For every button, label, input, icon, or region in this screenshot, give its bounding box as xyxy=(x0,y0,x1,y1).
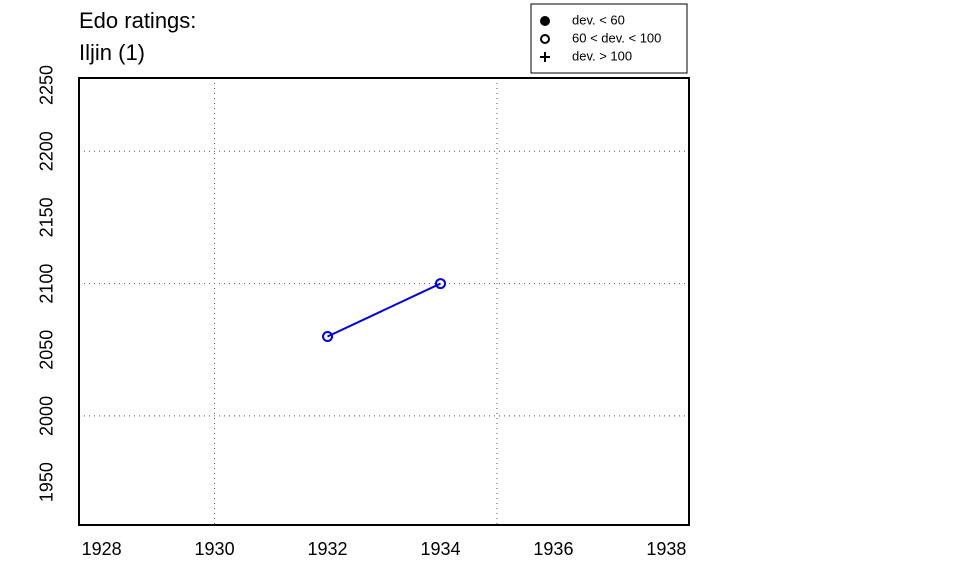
legend-symbol xyxy=(540,16,550,26)
x-tick-label: 1936 xyxy=(533,539,573,559)
y-tick-label: 2050 xyxy=(37,330,57,370)
data-line xyxy=(327,282,441,338)
x-tick-label: 1928 xyxy=(82,539,122,559)
y-tick-label: 2200 xyxy=(37,131,57,171)
legend-symbol xyxy=(540,52,550,62)
legend-label: dev. < 60 xyxy=(572,12,625,27)
legend-label: dev. > 100 xyxy=(572,48,632,63)
y-tick-label: 2000 xyxy=(37,396,57,436)
data-point xyxy=(434,278,446,290)
x-tick-label: 1930 xyxy=(195,539,235,559)
chart-subtitle: Iljin (1) xyxy=(79,40,145,65)
legend-label: 60 < dev. < 100 xyxy=(572,30,661,45)
data-point xyxy=(322,331,334,343)
legend-symbol xyxy=(540,34,550,44)
chart-title: Edo ratings: xyxy=(79,8,196,33)
x-tick-label: 1932 xyxy=(307,539,347,559)
y-tick-label: 2100 xyxy=(37,264,57,304)
y-tick-label: 2150 xyxy=(37,197,57,237)
plot-frame xyxy=(78,77,690,526)
y-tick-label: 1950 xyxy=(37,462,57,502)
legend-box xyxy=(530,3,688,74)
y-tick-label: 2250 xyxy=(37,65,57,105)
x-tick-label: 1934 xyxy=(420,539,460,559)
x-tick-label: 1938 xyxy=(646,539,686,559)
